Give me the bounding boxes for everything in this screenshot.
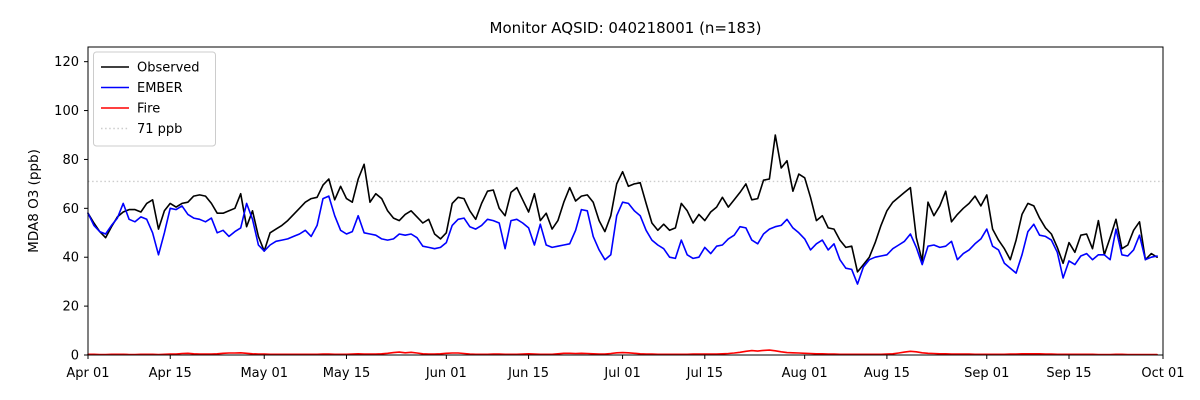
y-axis-label: MDA8 O3 (ppb) xyxy=(26,149,42,253)
y-tick-label: 0 xyxy=(71,349,79,364)
x-tick-label: Jul 01 xyxy=(603,366,640,381)
x-tick-label: Aug 15 xyxy=(864,366,910,381)
y-tick-label: 120 xyxy=(54,55,79,70)
legend-label-71-ppb: 71 ppb xyxy=(137,122,182,137)
x-tick-label: Sep 01 xyxy=(964,366,1009,381)
x-tick-label: Apr 15 xyxy=(149,366,192,381)
x-tick-label: Jul 15 xyxy=(686,366,723,381)
x-tick-label: Jun 15 xyxy=(507,366,549,381)
chart-title: Monitor AQSID: 040218001 (n=183) xyxy=(490,19,762,37)
legend-label-ember: EMBER xyxy=(137,81,183,96)
legend-label-fire: Fire xyxy=(137,102,160,117)
y-tick-label: 80 xyxy=(62,153,79,168)
x-tick-label: Sep 15 xyxy=(1046,366,1091,381)
x-tick-label: Aug 01 xyxy=(782,366,828,381)
series-observed-line xyxy=(87,134,1158,273)
x-tick-label: Oct 01 xyxy=(1141,366,1184,381)
series-fire-line xyxy=(87,349,1158,356)
y-tick-label: 100 xyxy=(54,104,79,119)
x-tick-label: Jun 01 xyxy=(425,366,467,381)
y-tick-label: 60 xyxy=(62,202,79,217)
legend-box xyxy=(93,51,216,147)
y-tick-label: 40 xyxy=(62,251,79,266)
x-tick-label: May 01 xyxy=(240,366,288,381)
y-tick-label: 20 xyxy=(62,300,79,315)
legend-label-observed: Observed xyxy=(137,61,200,76)
plot-border xyxy=(87,46,1164,356)
x-tick-label: Apr 01 xyxy=(66,366,109,381)
series-ember-line xyxy=(87,195,1158,285)
x-tick-label: May 15 xyxy=(323,366,371,381)
